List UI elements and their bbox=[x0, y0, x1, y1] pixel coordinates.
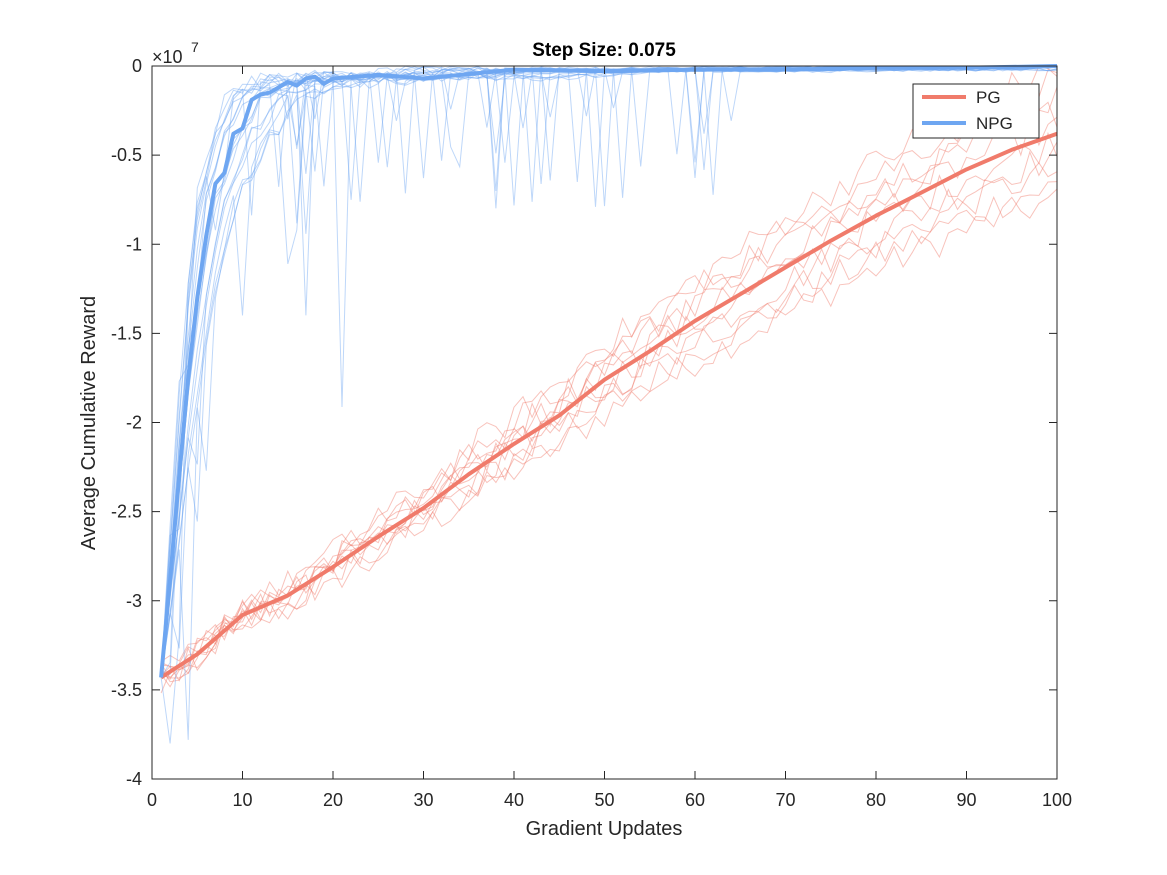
pg-run-lines bbox=[160, 65, 1058, 694]
pg-run-line bbox=[160, 68, 1058, 679]
pg-run-line bbox=[160, 141, 1058, 668]
x-tick-label: 10 bbox=[232, 790, 252, 810]
x-axis-label: Gradient Updates bbox=[526, 818, 683, 840]
x-tick-label: 30 bbox=[413, 790, 433, 810]
npg-run-line bbox=[160, 67, 1058, 678]
x-tick-label: 60 bbox=[685, 790, 705, 810]
pg-run-line bbox=[160, 86, 1058, 694]
pg-run-line bbox=[160, 131, 1058, 683]
plot-area bbox=[152, 66, 1057, 779]
x-tick-label: 100 bbox=[1042, 790, 1072, 810]
y-tick-label: -2.5 bbox=[111, 502, 142, 522]
x-tick-label: 70 bbox=[775, 790, 795, 810]
y-exponent-base: ×10 bbox=[152, 47, 183, 67]
legend-label-npg: NPG bbox=[976, 114, 1013, 133]
x-tick-label: 20 bbox=[323, 790, 343, 810]
x-ticks: 0 10 20 30 40 50 60 70 80 90 100 bbox=[147, 66, 1072, 810]
chart-title: Step Size: 0.075 bbox=[532, 40, 676, 61]
y-tick-label: -1.5 bbox=[111, 323, 142, 343]
y-axis-label: Average Cumulative Reward bbox=[78, 296, 100, 550]
pg-mean-line bbox=[160, 131, 1058, 680]
pg-run-line bbox=[160, 116, 1058, 688]
y-tick-label: -0.5 bbox=[111, 145, 142, 165]
legend: PG NPG bbox=[912, 83, 1040, 139]
y-tick-label: -1 bbox=[126, 234, 142, 254]
y-ticks: 0 -0.5 -1 -1.5 -2 -2.5 -3 -3.5 -4 bbox=[111, 56, 1057, 789]
mean-lines bbox=[159, 64, 1058, 680]
x-tick-label: 80 bbox=[866, 790, 886, 810]
pg-run-line bbox=[160, 65, 1058, 663]
legend-box bbox=[912, 83, 1040, 139]
x-tick-label: 90 bbox=[956, 790, 976, 810]
y-exponent: ×10 7 bbox=[152, 39, 199, 67]
npg-mean-line bbox=[159, 64, 1058, 678]
pg-run-line bbox=[160, 161, 1058, 678]
y-tick-label: 0 bbox=[132, 56, 142, 76]
y-exponent-power: 7 bbox=[191, 39, 199, 55]
npg-run-line bbox=[160, 67, 1058, 678]
y-tick-label: -4 bbox=[126, 769, 142, 789]
y-tick-label: -3.5 bbox=[111, 680, 142, 700]
y-tick-label: -2 bbox=[126, 413, 142, 433]
y-tick-label: -3 bbox=[126, 591, 142, 611]
x-tick-label: 40 bbox=[504, 790, 524, 810]
x-tick-label: 0 bbox=[147, 790, 157, 810]
pg-run-line bbox=[161, 101, 1058, 671]
pg-run-line bbox=[160, 188, 1058, 680]
x-tick-label: 50 bbox=[594, 790, 614, 810]
legend-label-pg: PG bbox=[976, 88, 1001, 107]
